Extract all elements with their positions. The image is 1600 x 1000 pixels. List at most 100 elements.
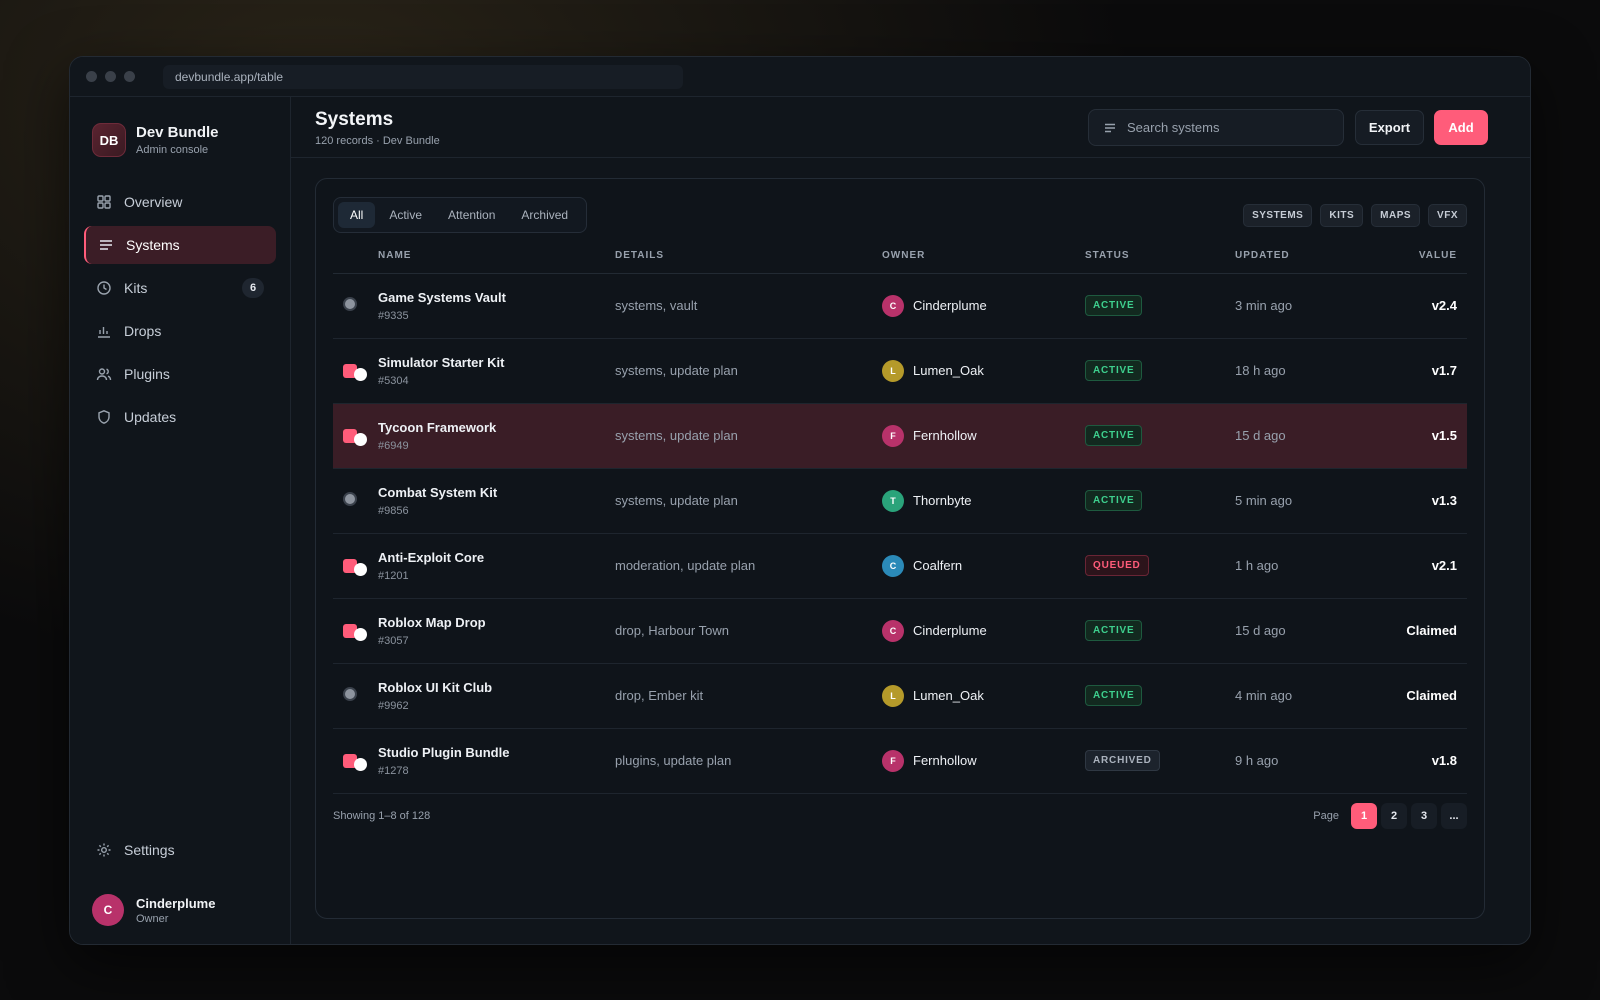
- row-details: moderation, update plan: [615, 558, 756, 573]
- tab-all[interactable]: All: [338, 202, 376, 228]
- page-label: Page: [1313, 810, 1339, 822]
- sidebar-item-drops[interactable]: Drops: [84, 312, 276, 350]
- row-details: drop, Harbour Town: [615, 623, 729, 638]
- table-row[interactable]: Simulator Starter Kit #5304 systems, updat…: [333, 338, 1467, 404]
- app-window: devbundle.app/table DB Dev Bundle Admin …: [69, 56, 1531, 945]
- toggle-knob: [354, 433, 367, 446]
- table-row[interactable]: Roblox Map Drop #3057 drop, Harbour Town C C…: [333, 598, 1467, 664]
- column-header-details[interactable]: DETAILS: [615, 239, 882, 274]
- sidebar-item-kits[interactable]: Kits 6: [84, 269, 276, 307]
- sidebar-item-updates[interactable]: Updates: [84, 398, 276, 436]
- column-header-name[interactable]: NAME: [378, 239, 615, 274]
- search-input[interactable]: [1127, 120, 1327, 135]
- tab-active[interactable]: Active: [389, 208, 423, 222]
- toggle-square: [343, 428, 357, 443]
- status-badge: QUEUED: [1085, 555, 1149, 576]
- table-row[interactable]: Studio Plugin Bundle #1278 plugins, update…: [333, 728, 1467, 794]
- row-select-radio[interactable]: [343, 687, 357, 701]
- url-bar[interactable]: devbundle.app/table: [163, 64, 683, 89]
- row-updated: 5 min ago: [1235, 493, 1293, 508]
- row-name[interactable]: Studio Plugin Bundle: [378, 744, 510, 760]
- row-name[interactable]: Tycoon Framework: [378, 419, 497, 435]
- page-button[interactable]: 3: [1411, 803, 1437, 829]
- sidebar-item-overview[interactable]: Overview: [84, 183, 276, 221]
- row-select-toggle[interactable]: [343, 620, 367, 641]
- row-select-toggle[interactable]: [343, 425, 367, 446]
- user-profile[interactable]: C Cinderplume Owner: [92, 894, 215, 926]
- window-maximize-button[interactable]: [124, 71, 135, 82]
- row-id: #9335: [378, 309, 409, 322]
- brand: DB Dev Bundle Admin console: [70, 97, 290, 157]
- row-owner[interactable]: F Fernhollow: [882, 424, 1085, 447]
- table-row[interactable]: Tycoon Framework #6949 systems, update pla…: [333, 403, 1467, 469]
- row-id: #1278: [378, 764, 409, 777]
- chip-maps[interactable]: MAPS: [1371, 204, 1421, 227]
- row-id: #6949: [378, 439, 409, 452]
- column-header-updated[interactable]: UPDATED: [1235, 239, 1375, 274]
- sidebar-item-plugins[interactable]: Plugins: [84, 355, 276, 393]
- table-row[interactable]: Anti-Exploit Core #1201 moderation, update…: [333, 533, 1467, 599]
- row-value: v1.5: [1375, 403, 1467, 469]
- row-name[interactable]: Combat System Kit: [378, 484, 498, 500]
- chip-kits[interactable]: KITS: [1320, 204, 1364, 227]
- row-details: systems, update plan: [615, 493, 738, 508]
- table-header-row: NAME DETAILS OWNER STATUS UPDATED VALUE: [333, 239, 1467, 274]
- table-row[interactable]: Roblox UI Kit Club #9962 drop, Ember kit L L…: [333, 663, 1467, 729]
- row-name[interactable]: Roblox Map Drop: [378, 614, 486, 630]
- row-name[interactable]: Anti-Exploit Core: [378, 549, 485, 565]
- avatar: F: [882, 749, 904, 772]
- row-updated: 15 d ago: [1235, 623, 1286, 638]
- row-owner[interactable]: C Cinderplume: [882, 294, 1085, 317]
- sidebar-nav: Overview Systems Kits 6 Drops Plugins Updates: [70, 183, 290, 436]
- sidebar-item-systems[interactable]: Systems: [84, 226, 276, 264]
- row-owner[interactable]: F Fernhollow: [882, 749, 1085, 772]
- sidebar-item-label: Plugins: [124, 366, 170, 382]
- avatar: L: [882, 684, 904, 707]
- page-ellipsis-button[interactable]: ...: [1441, 803, 1467, 829]
- table-row[interactable]: Game Systems Vault #9335 systems, vault C Ci…: [333, 273, 1467, 339]
- sidebar-item-label: Kits: [124, 280, 148, 296]
- row-select-toggle[interactable]: [343, 750, 367, 771]
- row-owner[interactable]: L Lumen_Oak: [882, 359, 1085, 382]
- add-button[interactable]: Add: [1434, 110, 1488, 145]
- row-name[interactable]: Simulator Starter Kit: [378, 354, 505, 370]
- tab-attention[interactable]: Attention: [448, 208, 496, 222]
- status-badge: ACTIVE: [1085, 685, 1143, 706]
- owner-name: Thornbyte: [913, 493, 972, 508]
- tab-archived[interactable]: Archived: [521, 208, 569, 222]
- window-minimize-button[interactable]: [105, 71, 116, 82]
- row-select-radio[interactable]: [343, 297, 357, 311]
- row-details: systems, update plan: [615, 428, 738, 443]
- chip-systems[interactable]: SYSTEMS: [1243, 204, 1313, 227]
- table-row[interactable]: Combat System Kit #9856 systems, update pl…: [333, 468, 1467, 534]
- row-value: Claimed: [1375, 598, 1467, 664]
- row-owner[interactable]: C Coalfern: [882, 554, 1085, 577]
- row-name[interactable]: Game Systems Vault: [378, 289, 506, 305]
- title-bar: devbundle.app/table: [70, 57, 1530, 97]
- row-details: systems, vault: [615, 298, 698, 313]
- sidebar-item-settings[interactable]: Settings: [84, 831, 276, 869]
- row-select-toggle[interactable]: [343, 555, 367, 576]
- row-owner[interactable]: T Thornbyte: [882, 489, 1085, 512]
- row-select-toggle[interactable]: [343, 360, 367, 381]
- page-button[interactable]: 1: [1351, 803, 1377, 829]
- row-value: v1.8: [1375, 728, 1467, 794]
- page-button[interactable]: 2: [1381, 803, 1407, 829]
- column-header-status[interactable]: STATUS: [1085, 239, 1235, 274]
- row-name[interactable]: Roblox UI Kit Club: [378, 679, 493, 695]
- status-badge: ACTIVE: [1085, 295, 1143, 316]
- row-updated: 4 min ago: [1235, 688, 1293, 703]
- chip-vfx[interactable]: VFX: [1428, 204, 1467, 227]
- export-button[interactable]: Export: [1355, 110, 1424, 145]
- row-owner[interactable]: C Cinderplume: [882, 619, 1085, 642]
- column-header-owner[interactable]: OWNER: [882, 239, 1085, 274]
- row-select-radio[interactable]: [343, 492, 357, 506]
- column-header-value[interactable]: VALUE: [1375, 239, 1467, 274]
- toggle-square: [343, 558, 357, 573]
- row-owner[interactable]: L Lumen_Oak: [882, 684, 1085, 707]
- search-box[interactable]: [1088, 109, 1344, 146]
- sidebar-item-label: Overview: [124, 194, 183, 210]
- window-close-button[interactable]: [86, 71, 97, 82]
- main-content: Systems 120 records · Dev Bundle Export …: [291, 97, 1530, 944]
- status-badge: ARCHIVED: [1085, 750, 1160, 771]
